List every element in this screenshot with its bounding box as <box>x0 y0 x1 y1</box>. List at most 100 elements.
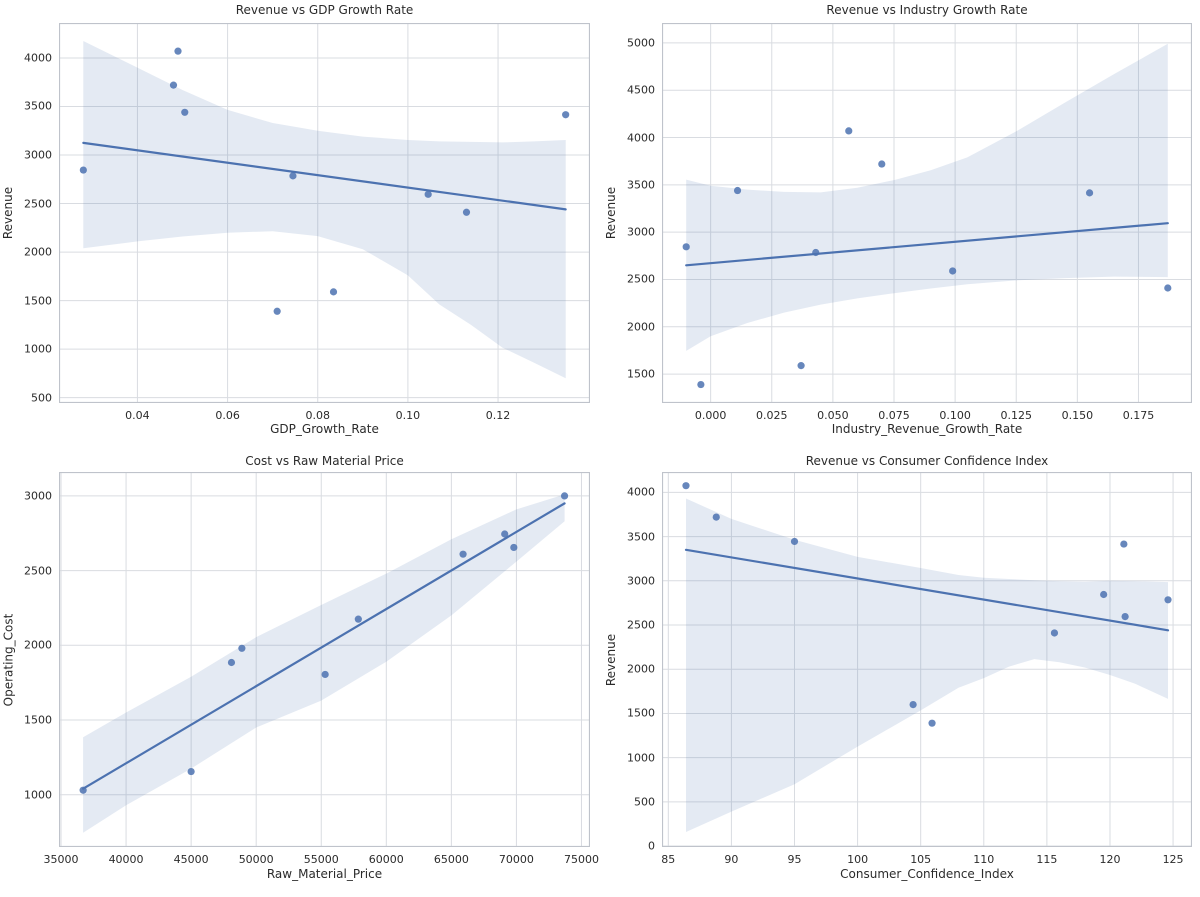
x-axis-label: Consumer_Confidence_Index <box>840 867 1014 881</box>
y-tick-label: 1000 <box>24 788 52 802</box>
regression-line <box>685 222 1169 267</box>
scatter-point <box>510 543 518 552</box>
x-tick-label: 120 <box>1099 853 1121 866</box>
scatter-point <box>878 160 886 168</box>
subplot-cost-vs-raw-material-price: Cost vs Raw Material Price Operating_Cos… <box>0 448 600 897</box>
x-tick-label: 0.150 <box>1061 409 1094 422</box>
x-tick-label: 125 <box>1162 853 1184 866</box>
y-tick-label: 4000 <box>627 485 655 499</box>
plot-area <box>662 472 1192 847</box>
scatter-point <box>949 267 957 275</box>
scatter-point <box>682 243 690 251</box>
x-tick-label: 85 <box>661 853 676 866</box>
subplot-revenue-vs-industry-growth-rate: Revenue vs Industry Growth Rate Revenue … <box>600 0 1200 449</box>
confidence-band <box>686 43 1168 351</box>
axes-spine <box>662 472 1192 847</box>
x-tick-label: 50000 <box>238 853 274 866</box>
y-tick-label: 4500 <box>627 83 655 97</box>
x-tick-label: 0.025 <box>756 409 788 422</box>
regression-line <box>82 141 567 211</box>
scatter-point <box>329 288 338 296</box>
scatter-point <box>1120 540 1128 548</box>
x-axis-label: GDP_Growth_Rate <box>270 422 379 436</box>
y-tick-label: 3000 <box>627 574 655 588</box>
x-tick-label: 0.10 <box>395 409 421 422</box>
x-tick-label: 115 <box>1036 853 1058 866</box>
y-tick-label: 2500 <box>24 564 52 578</box>
scatter-point <box>812 248 820 257</box>
x-tick-label: 40000 <box>108 853 144 866</box>
y-tick-label: 5000 <box>627 36 655 50</box>
subplot-title: Revenue vs Industry Growth Rate <box>826 3 1028 17</box>
x-tick-label: 100 <box>847 853 869 866</box>
x-tick-label: 35000 <box>43 853 79 866</box>
y-tick-label: 4000 <box>24 51 52 65</box>
subplot-revenue-vs-consumer-confidence-index: Revenue vs Consumer Confidence Index Rev… <box>600 448 1200 897</box>
y-axis: Operating_Cost <box>1 472 15 847</box>
regression-line <box>684 548 1170 632</box>
scatter-point <box>712 513 720 521</box>
regression-line <box>82 502 566 790</box>
scatter-point <box>909 701 917 709</box>
scatter-point <box>462 208 471 216</box>
scatter-point <box>797 362 805 370</box>
subplot-title: Cost vs Raw Material Price <box>245 454 404 468</box>
y-axis-label: Revenue <box>1 186 16 240</box>
y-tick-label: 3500 <box>627 530 655 544</box>
scatter-point <box>790 537 799 546</box>
chart-svg <box>59 23 590 403</box>
scatter-point <box>1164 596 1172 604</box>
scatter-point <box>501 530 509 538</box>
scatter-point <box>1050 629 1059 637</box>
scatter-point <box>321 670 329 679</box>
x-tick-label: 95 <box>787 853 802 866</box>
y-tick-label: 3000 <box>627 225 655 239</box>
subplot-revenue-vs-gdp-growth-rate: Revenue vs GDP Growth Rate Revenue GDP_G… <box>0 0 600 449</box>
scatter-point <box>289 172 297 180</box>
y-tick-label: 1500 <box>627 367 655 381</box>
y-tick-label: 3500 <box>627 178 655 192</box>
y-axis: Revenue <box>604 23 618 403</box>
x-tick-label: 0.06 <box>215 409 240 422</box>
y-tick-label: 3500 <box>24 99 52 113</box>
y-tick-label: 3000 <box>24 489 52 503</box>
x-tick-label: 0.100 <box>939 409 971 422</box>
scatter-point <box>733 186 742 195</box>
scatter-point <box>1121 613 1129 621</box>
chart-svg <box>59 472 590 847</box>
scatter-point <box>187 767 195 776</box>
x-tick-label: 0.175 <box>1122 409 1155 422</box>
plot-area <box>662 23 1192 403</box>
y-axis-label: Revenue <box>604 186 619 240</box>
x-tick-label: 0.075 <box>878 409 910 422</box>
plot-area <box>59 472 590 847</box>
x-axis-label: Raw_Material_Price <box>266 867 383 881</box>
subplot-title: Revenue vs GDP Growth Rate <box>235 3 414 17</box>
axes-spine <box>662 23 1192 403</box>
scatter-point <box>273 307 281 315</box>
x-axis-label: Industry_Revenue_Growth_Rate <box>831 422 1023 436</box>
scatter-point <box>1085 189 1094 197</box>
x-tick-label: 45000 <box>173 853 209 866</box>
y-tick-label: 2000 <box>627 662 655 676</box>
x-tick-label: 90 <box>724 853 739 866</box>
x-tick-label: 110 <box>973 853 995 866</box>
scatter-point <box>79 786 87 794</box>
confidence-band <box>83 41 566 379</box>
scatter-point <box>1100 590 1108 599</box>
scatter-point <box>697 380 705 389</box>
x-tick-label: 105 <box>910 853 932 866</box>
y-tick-label: 500 <box>31 391 52 405</box>
chart-svg <box>662 23 1192 403</box>
y-tick-label: 2000 <box>627 320 655 334</box>
scatter-point <box>682 482 690 490</box>
x-tick-label: 0.125 <box>1000 409 1032 422</box>
subplot-title: Revenue vs Consumer Confidence Index <box>805 454 1049 468</box>
scatter-point <box>424 190 432 198</box>
scatter-point <box>181 108 189 116</box>
y-tick-label: 2000 <box>24 245 52 259</box>
scatter-point <box>79 166 87 174</box>
x-tick-label: 55000 <box>303 853 339 866</box>
scatter-point <box>845 127 853 135</box>
